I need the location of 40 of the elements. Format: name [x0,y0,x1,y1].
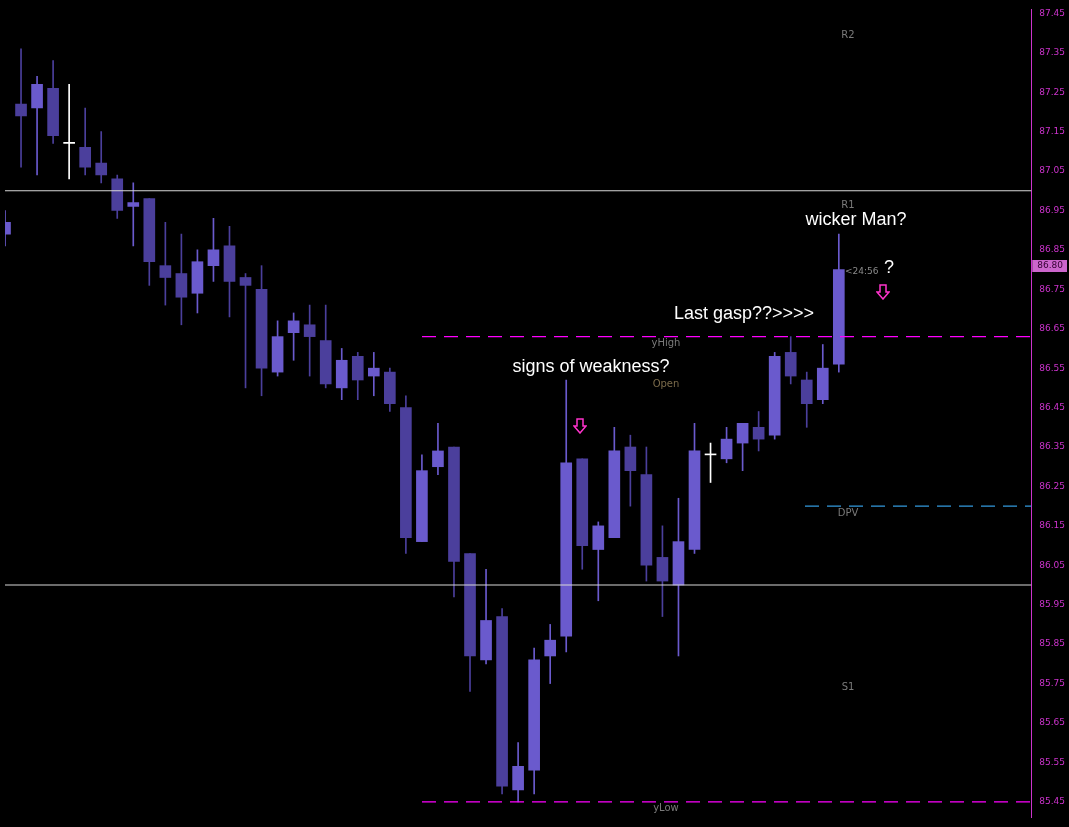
y-tick-label: 86.05 [1039,559,1065,570]
y-tick-label: 85.55 [1039,756,1065,767]
y-tick-label: 87.15 [1039,125,1065,136]
ref-line-label: yLow [653,802,679,814]
candlestick [127,182,140,247]
y-tick-label: 85.65 [1039,717,1065,728]
y-tick-label: 85.95 [1039,599,1065,610]
y-tick-label: 86.65 [1039,323,1065,334]
annotation: <24:56 [845,266,879,277]
annotation: Last gasp??>>>> [673,302,815,323]
y-tick-label: 86.25 [1039,480,1065,491]
annotation: S1 [841,680,855,692]
y-tick-label: 87.45 [1039,7,1065,18]
y-tick-label: 85.45 [1039,796,1065,807]
candlestick [95,131,108,184]
y-tick-label: 86.85 [1039,244,1065,255]
candlestick [367,352,380,397]
candlestick [15,48,27,168]
y-tick-label: 86.35 [1039,441,1065,452]
annotation: R1 [841,198,855,210]
y-tick-label: 87.35 [1039,47,1065,58]
ref-line-label: DPV [837,506,859,518]
y-tick-label: 86.45 [1039,401,1065,412]
candlestick [63,83,75,180]
y-tick-label: 86.15 [1039,520,1065,531]
y-tick-label: 86.95 [1039,204,1065,215]
y-tick-label: 86.75 [1039,283,1065,294]
annotation: ? [884,256,895,277]
candlestick [31,76,43,176]
y-tick-label: 85.85 [1039,638,1065,649]
annotation: Open [652,377,680,389]
annotation: wicker Man? [804,208,907,229]
y-tick-label: 87.25 [1039,86,1065,97]
annotation: signs of weakness? [512,355,670,376]
y-tick-label: 85.75 [1039,677,1065,688]
annotation: R2 [841,28,855,40]
y-tick-label: 87.05 [1039,165,1065,176]
text: 86.80 [1037,260,1064,271]
ref-line-label: yHigh [651,337,681,349]
y-tick-label: 86.55 [1039,362,1065,373]
